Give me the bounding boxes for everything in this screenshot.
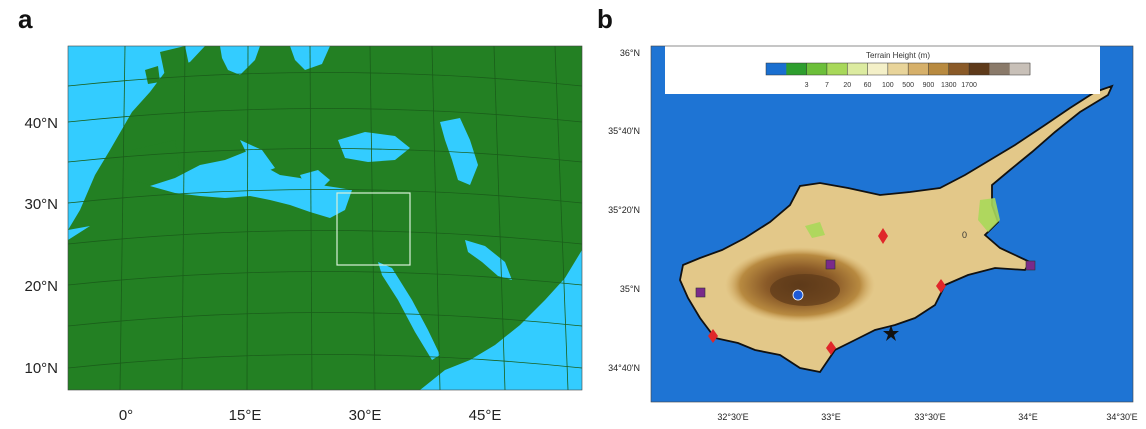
station-square: [825, 259, 836, 270]
study-area-box: [336, 192, 411, 266]
station-square: [1025, 260, 1036, 271]
legend-swatch: [766, 63, 787, 75]
station-diamond: [936, 279, 946, 293]
lon-label: 33°30'E: [914, 412, 945, 422]
station-diamond: [826, 341, 836, 355]
lon-label: 45°E: [469, 407, 502, 424]
legend-swatch: [786, 63, 808, 75]
lat-label: 20°N: [24, 278, 58, 295]
panel-b-map: 0 Terrain Height (m) 3 7 20 60 100 500 900 1300…: [608, 45, 1138, 422]
contour-label: 0: [962, 230, 967, 240]
legend-tick-label: 900: [923, 82, 935, 89]
atlantic-ocean: [68, 46, 205, 230]
station-diamond: [878, 228, 888, 244]
panel-a-graticule: [68, 46, 582, 390]
lat-label: 30°N: [24, 196, 58, 213]
legend-tick-label: 500: [902, 82, 914, 89]
panel-b-lat-axis: 36°N 35°40'N 35°20'N 35°N 34°40'N: [608, 48, 640, 373]
legend-colorbar: [765, 62, 1031, 76]
caspian-sea: [440, 118, 478, 185]
legend-swatch: [867, 63, 889, 75]
legend-swatch: [928, 63, 950, 75]
panel-a-lon-axis: 0° 15°E 30°E 45°E: [119, 407, 502, 424]
lat-label: 35°20'N: [608, 205, 640, 215]
legend-title: Terrain Height (m): [866, 51, 930, 60]
legend-swatch: [806, 63, 828, 75]
panel-b-lon-axis: 32°30'E 33°E 33°30'E 34°E 34°30'E: [717, 412, 1137, 422]
lon-label: 34°30'E: [1106, 412, 1137, 422]
lon-label: 33°E: [821, 412, 841, 422]
legend-swatch: [989, 63, 1011, 75]
lon-label: 0°: [119, 407, 133, 424]
lon-label: 15°E: [229, 407, 262, 424]
station-diamond: [708, 329, 718, 343]
black-sea: [338, 132, 410, 162]
legend-ticks: 3 7 20 60 100 500 900 1300 1700: [805, 63, 977, 89]
legend-swatch: [887, 63, 909, 75]
lat-label: 35°40'N: [608, 126, 640, 136]
legend-tick-label: 1300: [941, 82, 957, 89]
lat-label: 35°N: [620, 284, 640, 294]
legend-tick-label: 3: [805, 82, 809, 89]
legend-tick-label: 1700: [961, 82, 977, 89]
legend-swatch: [1009, 63, 1031, 75]
lon-label: 30°E: [349, 407, 382, 424]
lat-label: 34°40'N: [608, 363, 640, 373]
legend-tick-label: 100: [882, 82, 894, 89]
station-circle: [792, 289, 804, 301]
legend-tick-label: 60: [864, 82, 872, 89]
north-sea: [220, 46, 260, 75]
station-square: [695, 287, 706, 298]
land-background: [68, 46, 582, 390]
station-markers: [695, 228, 1036, 355]
legend-tick-label: 7: [825, 82, 829, 89]
mediterranean-sea: [150, 150, 352, 218]
lat-label: 36°N: [620, 48, 640, 58]
legend-swatch: [969, 63, 990, 75]
panel-a-lat-axis: 40°N 30°N 20°N 10°N: [24, 115, 58, 377]
lat-label: 40°N: [24, 115, 58, 132]
aegean-sea: [300, 170, 330, 190]
terrain-legend: Terrain Height (m) 3 7 20 60 100 500 900 1300 17…: [765, 51, 1031, 89]
adriatic-sea: [240, 140, 275, 172]
legend-swatch: [826, 63, 848, 75]
persian-gulf: [465, 240, 512, 280]
lon-label: 32°30'E: [717, 412, 748, 422]
station-star: [883, 325, 899, 341]
legend-swatch: [948, 63, 970, 75]
iberia: [122, 140, 180, 185]
panel-a-map: 40°N 30°N 20°N 10°N 0° 15°E 30°E 45°E: [24, 45, 583, 424]
lon-label: 34°E: [1018, 412, 1038, 422]
panel-a-label: a: [18, 4, 33, 34]
legend-tick-label: 20: [843, 82, 851, 89]
lat-label: 10°N: [24, 360, 58, 377]
british-isles: [160, 46, 190, 82]
red-sea: [378, 262, 440, 360]
legend-swatch: [847, 63, 869, 75]
legend-swatch: [908, 63, 929, 75]
panel-b-label: b: [597, 4, 613, 34]
arabian-sea: [420, 250, 582, 390]
